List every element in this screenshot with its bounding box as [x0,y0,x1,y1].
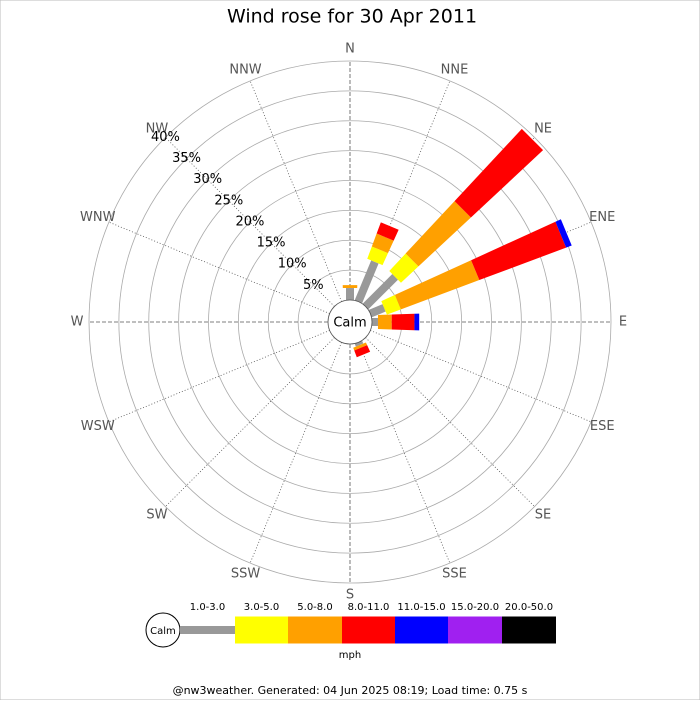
bar-segment [354,345,371,358]
legend-label: 8.0-11.0 [348,602,390,613]
direction-label: SE [535,508,551,523]
direction-label: SSW [231,567,261,582]
legend-label: 20.0-50.0 [505,602,553,613]
direction-label: WSW [81,419,115,434]
bar-segment [342,285,358,289]
bar-segment [354,340,364,347]
grid-ring [208,180,492,464]
calm-label: Calm [333,316,366,331]
bar-segment [372,318,378,326]
direction-label: NW [146,121,169,136]
legend-swatch [342,616,395,644]
grid-ring [148,120,552,524]
legend-swatch [288,616,342,644]
spoke [249,342,342,564]
r-tick-label: 25% [214,193,243,208]
bar-segment [371,233,394,254]
grid-ring [178,150,522,494]
r-tick-label: 20% [235,214,264,229]
bar-segment [555,219,572,248]
direction-label: NE [534,121,552,136]
spoke [165,137,335,307]
spoke [108,221,330,314]
spoke [249,80,342,302]
r-tick-label: 10% [278,257,307,272]
direction-label: WNW [80,210,116,225]
bar-segment [414,313,420,331]
bar-segment [367,246,388,266]
bar-segment [346,288,354,300]
legend-swatch [448,616,502,644]
bar-segment [362,274,398,310]
footer: @nw3weather. Generated: 04 Jun 2025 08:1… [173,684,528,697]
grid-ring [267,239,433,405]
legend-calm-label: Calm [150,626,176,637]
chart-title: Wind rose for 30 Apr 2011 [227,6,477,28]
bar-segment [354,260,379,304]
direction-label: E [619,315,627,330]
bar-segment [376,222,399,241]
grid-ring [88,60,612,584]
grid-ring [237,209,463,435]
direction-label: NNE [441,62,469,77]
r-tick-label: 30% [193,172,222,187]
direction-label: N [345,42,355,57]
legend-unit: mph [339,650,361,661]
legend-label: 5.0-8.0 [297,602,332,613]
bar-segment [471,221,567,281]
bar-segment [377,314,392,330]
legend-swatch [235,616,288,644]
bar-segment [368,304,386,318]
r-tick-label: 15% [257,236,286,251]
spoke [358,342,451,564]
r-tick-label: 35% [172,151,201,166]
calm-circle [327,299,373,345]
direction-label: ENE [589,210,615,225]
spoke [108,330,330,423]
legend-swatch [502,616,556,644]
legend-label: 15.0-20.0 [451,602,499,613]
legend-swatch [180,626,235,634]
grid-ring [118,90,582,554]
direction-label: NNW [229,62,261,77]
legend-label: 11.0-15.0 [397,602,445,613]
direction-label: SW [146,508,167,523]
bar-segment [394,260,480,310]
bar-segment [391,313,415,331]
spoke [370,330,592,423]
bar-segment [381,294,401,315]
direction-label: W [71,315,84,330]
direction-label: SSE [442,567,467,582]
legend-label: 3.0-5.0 [244,602,279,613]
bar-segment [389,253,419,283]
bar-segment [405,201,471,267]
spoke [365,337,535,507]
bar-segment [454,128,544,218]
legend-label: 1.0-3.0 [190,602,225,613]
bar-segment [353,342,368,351]
spoke [165,337,335,507]
r-tick-label: 40% [151,130,180,145]
direction-label: S [346,588,354,603]
legend-swatch [395,616,448,644]
r-tick-label: 5% [303,278,324,293]
direction-label: ESE [590,419,615,434]
